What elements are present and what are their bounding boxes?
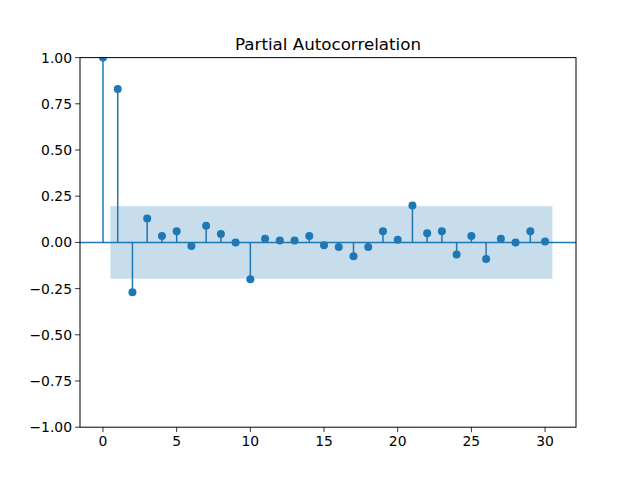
stem: [412, 205, 414, 242]
y-tick: [75, 103, 80, 104]
x-tick-label: 25: [463, 433, 481, 449]
y-tick: [75, 288, 80, 289]
stem: [132, 242, 134, 292]
marker: [438, 227, 446, 235]
y-tick: [75, 150, 80, 151]
background: [0, 0, 640, 480]
marker: [320, 241, 328, 249]
marker: [173, 227, 181, 235]
y-tick-label: 0.75: [41, 96, 72, 112]
marker: [394, 236, 402, 244]
marker: [364, 243, 372, 251]
marker: [261, 235, 269, 243]
marker: [276, 237, 284, 245]
marker: [143, 214, 151, 222]
marker: [512, 238, 520, 246]
x-tick-label: 15: [315, 433, 333, 449]
marker: [187, 242, 195, 250]
marker: [232, 238, 240, 246]
marker: [305, 232, 313, 240]
marker: [291, 237, 299, 245]
y-tick-label: 0.50: [41, 142, 72, 158]
marker: [526, 227, 534, 235]
marker: [408, 201, 416, 209]
y-tick: [75, 334, 80, 335]
x-tick: [250, 427, 251, 432]
marker: [482, 255, 490, 263]
chart: 0 5 10 15 20 25 30 −1.00 −0.75 −0.50 −0.25 0.00 0.25…: [0, 0, 640, 480]
marker: [217, 230, 225, 238]
x-tick: [176, 427, 177, 432]
y-tick-label: 0.25: [41, 188, 72, 204]
x-tick-label: 0: [99, 433, 108, 449]
x-tick-label: 20: [389, 433, 407, 449]
marker: [453, 250, 461, 258]
y-tick-label: −0.50: [29, 327, 72, 343]
marker: [467, 232, 475, 240]
y-tick-label: 1.00: [41, 50, 72, 66]
marker: [158, 232, 166, 240]
marker: [335, 243, 343, 251]
stem: [117, 89, 119, 242]
x-tick: [545, 427, 546, 432]
y-tick-label: −0.75: [29, 373, 72, 389]
y-tick: [75, 242, 80, 243]
x-tick: [471, 427, 472, 432]
marker: [202, 222, 210, 230]
title: Partial Autocorrelation: [235, 34, 421, 54]
x-tick-label: 5: [172, 433, 181, 449]
marker: [423, 229, 431, 237]
marker: [99, 58, 107, 62]
marker: [128, 288, 136, 296]
stem: [250, 242, 252, 279]
marker: [114, 85, 122, 93]
y-tick-label: −1.00: [29, 419, 72, 435]
marker: [349, 252, 357, 260]
y-tick: [75, 57, 80, 58]
x-tick-label: 10: [241, 433, 259, 449]
y-tick-label: −0.25: [29, 281, 72, 297]
x-tick: [324, 427, 325, 432]
stem: [102, 58, 104, 243]
marker: [497, 235, 505, 243]
y-tick: [75, 196, 80, 197]
marker: [246, 275, 254, 283]
y-tick: [75, 381, 80, 382]
marker: [541, 237, 549, 245]
x-tick: [102, 427, 103, 432]
y-tick: [75, 427, 80, 428]
plot-area: [80, 58, 576, 297]
y-tick-label: 0.00: [41, 234, 72, 250]
marker: [379, 227, 387, 235]
x-tick-label: 30: [536, 433, 554, 449]
frame: [80, 58, 576, 428]
x-tick: [397, 427, 398, 432]
